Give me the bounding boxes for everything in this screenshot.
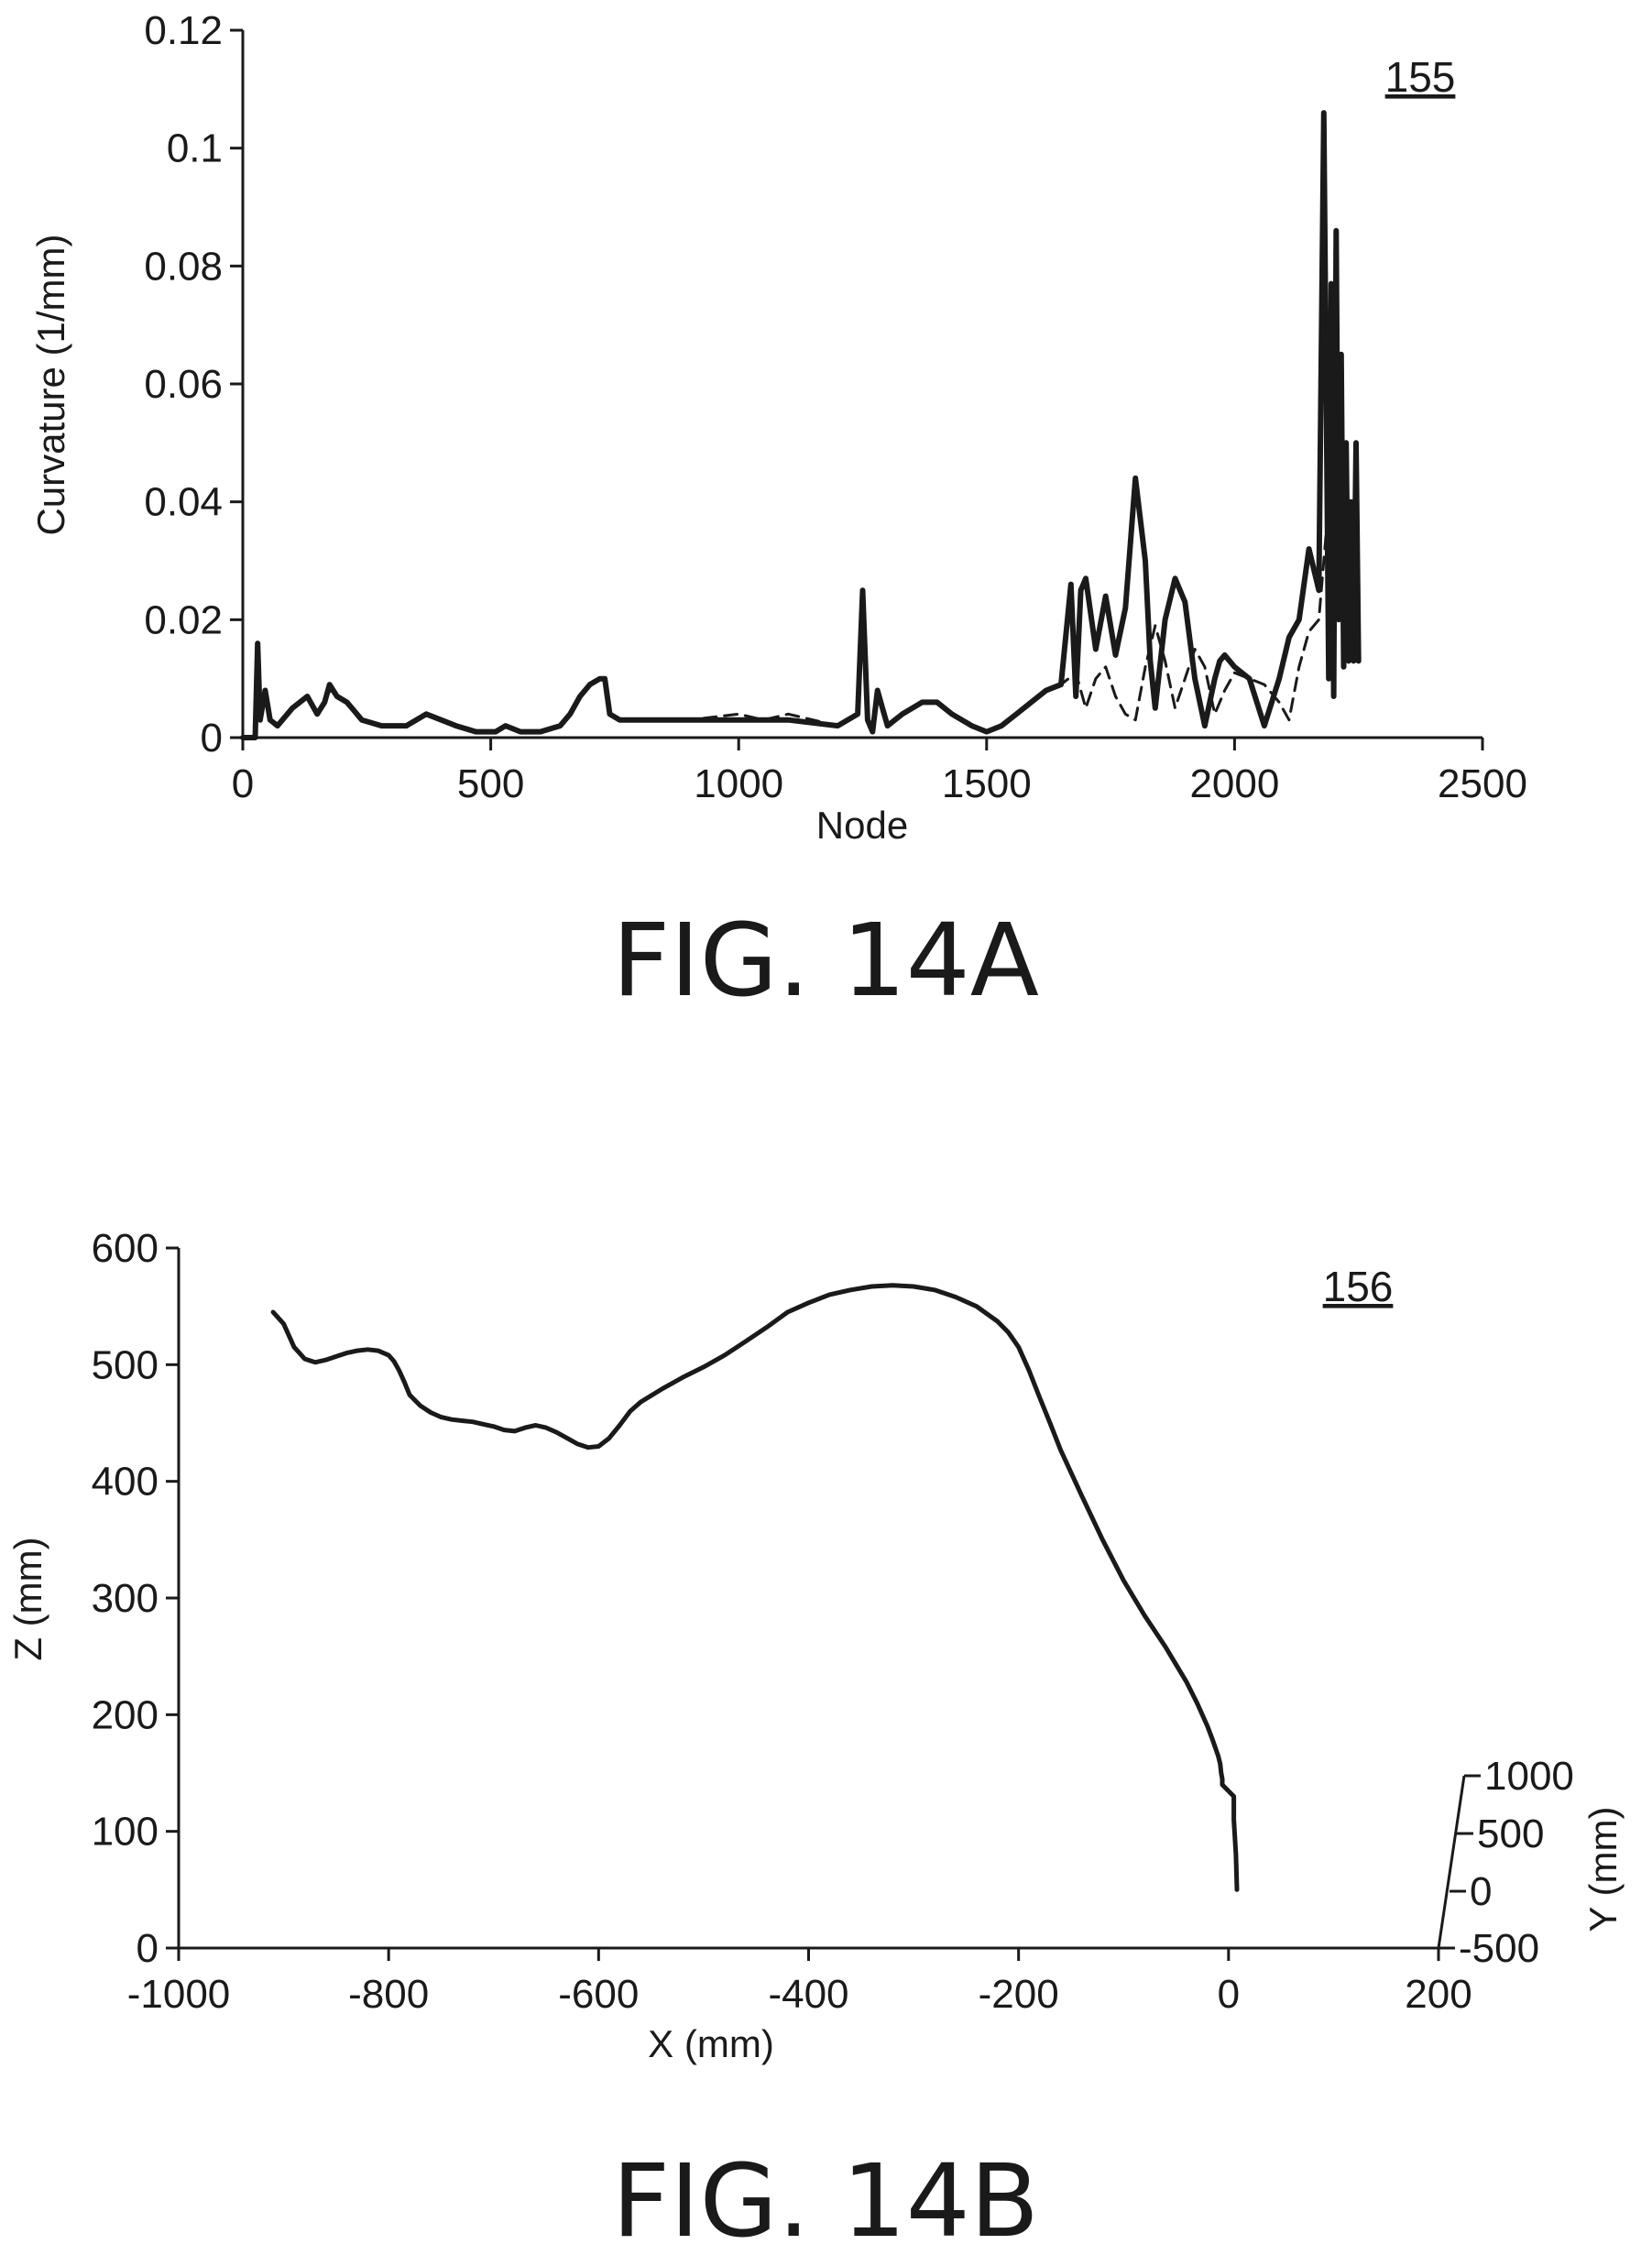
y-tick-label: 0.02 xyxy=(144,597,223,642)
y-axis-label: Z (mm) xyxy=(6,1537,49,1660)
y-tick-label: 0.12 xyxy=(144,8,223,53)
y-tick-label: 0 xyxy=(201,716,223,761)
y-tick-label: 300 xyxy=(92,1576,159,1621)
y2-tick-label: -500 xyxy=(1459,1926,1539,1971)
y-tick-label: 0.08 xyxy=(144,244,223,289)
y-tick-label: 0.06 xyxy=(144,362,223,407)
solid-series-line xyxy=(240,110,1362,740)
x-tick-label: 2000 xyxy=(1189,761,1279,806)
y-tick-label: 0.1 xyxy=(167,126,223,171)
x-tick-label: 0 xyxy=(1218,1972,1240,2017)
y-tick-label: 100 xyxy=(92,1810,159,1855)
x-tick-label: -1000 xyxy=(127,1972,231,2017)
x-axis-label: X (mm) xyxy=(648,2022,774,2065)
x-tick-label: -400 xyxy=(768,1972,848,2017)
x-axis-label: Node xyxy=(816,804,908,847)
y-tick-label: 400 xyxy=(92,1460,159,1505)
dashed-series-line xyxy=(241,382,1361,739)
figure-caption: FIG. 14B xyxy=(612,2142,1039,2255)
y2-tick-label: 500 xyxy=(1477,1812,1544,1856)
x-tick-label: 1500 xyxy=(942,761,1032,806)
y-tick-label: 500 xyxy=(92,1342,159,1387)
y-tick-label: 600 xyxy=(92,1226,159,1271)
x-tick-label: 200 xyxy=(1405,1972,1471,2017)
y2-axis xyxy=(1437,1775,1466,1949)
trajectory-chart: Z (mm) X (mm) Y (mm) 156 FIG. 14B -1000 -… xyxy=(6,1226,1625,2255)
x-tick-label: 1000 xyxy=(694,761,783,806)
x-tick-label: 0 xyxy=(232,761,254,806)
x-tick-label: -800 xyxy=(348,1972,429,2017)
x-tick-label: 500 xyxy=(457,761,524,806)
y2-tick-label: 0 xyxy=(1470,1869,1492,1914)
y-tick-label: 0.04 xyxy=(144,480,223,525)
y-axis-label: Curvature (1/mm) xyxy=(29,234,72,535)
y2-tick-label: 1000 xyxy=(1484,1754,1574,1799)
reference-numeral: 156 xyxy=(1323,1263,1394,1310)
y-tick-label: 0 xyxy=(137,1926,159,1971)
y2-axis-label: Y (mm) xyxy=(1581,1807,1625,1932)
curvature-chart: Curvature (1/mm) Node 155 FIG. 14A 0 500 1… xyxy=(29,8,1527,1019)
reference-numeral: 155 xyxy=(1385,53,1456,101)
solid-series-line xyxy=(270,1283,1240,1892)
x-tick-label: 2500 xyxy=(1438,761,1527,806)
figure-caption: FIG. 14A xyxy=(612,902,1039,1019)
x-tick-label: -600 xyxy=(558,1972,639,2017)
x-tick-label: -200 xyxy=(979,1972,1059,2017)
y-tick-label: 200 xyxy=(92,1692,159,1737)
